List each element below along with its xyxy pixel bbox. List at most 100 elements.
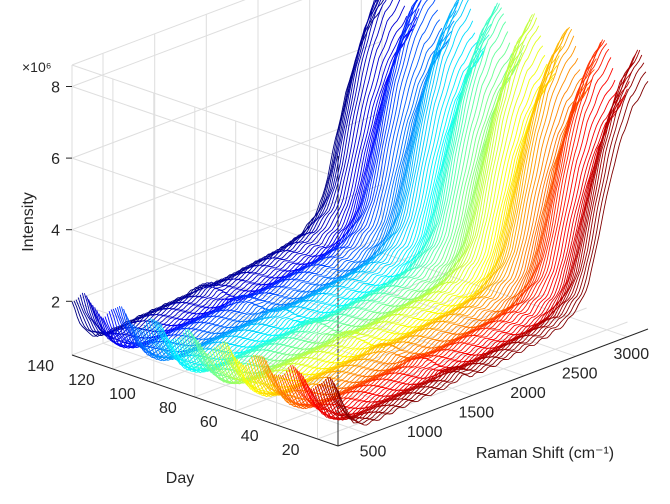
- spectrum-line: [187, 2, 498, 371]
- spectrum-line: [288, 48, 599, 407]
- spectrum-line: [267, 57, 579, 403]
- spectrum-line: [162, 20, 474, 366]
- x-tick-label: 1000: [407, 424, 443, 441]
- spectrum-line: [277, 87, 589, 409]
- spectrum-line: [310, 100, 622, 420]
- z-tick-label: 4: [51, 223, 60, 240]
- y-axis-label: Day: [166, 470, 194, 487]
- spectrum-line: [131, 27, 443, 357]
- gridline-floor-x: [361, 245, 628, 338]
- spectrum-line: [189, 3, 500, 373]
- spectrum-line: [306, 90, 618, 419]
- spectrum-line: [302, 68, 614, 414]
- spectrum-line: [230, 35, 542, 389]
- spectrum-line: [290, 42, 602, 407]
- y-tick-label: 40: [241, 428, 259, 445]
- spectrum-line: [197, 31, 509, 378]
- spectrum-line: [300, 57, 612, 412]
- spectrum-line: [83, 0, 379, 336]
- spectra-series: [71, 0, 649, 426]
- spectrum-line: [248, 55, 560, 396]
- wall-edge: [71, 64, 339, 157]
- spectrum-line: [164, 32, 476, 369]
- spectrum-line: [327, 49, 639, 419]
- y-tick-label: 140: [27, 358, 54, 375]
- z-tick-label: 8: [51, 80, 60, 97]
- spectrum-line: [335, 71, 647, 425]
- gridline-floor-x: [102, 342, 370, 435]
- spectrum-line: [224, 13, 536, 384]
- spectrum-line: [292, 39, 604, 408]
- wall-edge: [71, 0, 246, 66]
- x-axis-label: Raman Shift (cm⁻¹): [476, 445, 614, 462]
- spectrum-line: [170, 50, 482, 372]
- spectrum-line: [92, 0, 401, 342]
- spectrum-line: [329, 49, 641, 420]
- spectrum-line: [118, 0, 419, 348]
- spectrum-line: [209, 59, 521, 385]
- spectrum-line: [193, 13, 505, 375]
- spectrum-line: [337, 81, 649, 426]
- spectrum-line: [222, 14, 533, 384]
- spectrum-line: [98, 24, 410, 348]
- spectrum-line: [149, 0, 460, 360]
- spectrum-line: [166, 42, 478, 370]
- spectrum-line: [133, 34, 445, 358]
- x-tick-label: 2500: [562, 365, 598, 382]
- gridline-back-z: [71, 40, 383, 159]
- spectrum-line: [220, 19, 531, 384]
- spectrum-line: [156, 0, 464, 361]
- spectrum-line: [151, 0, 458, 360]
- spectrum-line: [114, 0, 417, 348]
- spectrum-line: [298, 48, 610, 411]
- spectrum-line: [201, 53, 513, 382]
- z-axis-label: Intensity: [20, 192, 37, 252]
- spectrum-line: [184, 6, 496, 371]
- gridline-back-z: [71, 112, 383, 231]
- spectrum-line: [129, 19, 441, 356]
- gridline-back-z: [71, 183, 383, 302]
- y-tick-label: 20: [282, 442, 300, 459]
- y-tick-label: 80: [159, 400, 177, 417]
- z-tick-label: 6: [51, 151, 60, 168]
- z-exponent-label: ×10⁶: [22, 59, 52, 75]
- spectrum-line: [333, 62, 645, 423]
- gridline-side-z: [71, 229, 339, 322]
- spectrum-line: [143, 20, 455, 360]
- spectrum-line: [263, 35, 575, 398]
- x-tick-label: 500: [360, 443, 387, 460]
- tick-labels: 500 1000 1500 2000 2500 3000 20 40 60 80 100 120 140…: [27, 80, 649, 461]
- spectrum-line: [228, 25, 540, 387]
- spectrum-line: [294, 40, 606, 409]
- spectrum-line: [211, 52, 523, 384]
- y-tick-label: 60: [200, 414, 218, 431]
- spectrum-line: [174, 48, 486, 373]
- spectrum-line: [226, 17, 538, 385]
- y-axis-line: [71, 354, 339, 447]
- x-tick-label: 3000: [614, 346, 650, 363]
- spectrum-line: [191, 7, 502, 374]
- spectrum-line: [94, 5, 406, 343]
- spectrum-line: [331, 54, 643, 422]
- spectrum-line: [269, 69, 581, 404]
- spectrum-line: [236, 63, 548, 393]
- x-tick-label: 2000: [510, 385, 546, 402]
- spectrum-line: [304, 79, 616, 416]
- z-tick-label: 2: [51, 294, 60, 311]
- gridline-back-z: [71, 0, 303, 87]
- spectrum-line: [238, 71, 550, 395]
- y-tick-label: 120: [68, 372, 95, 389]
- spectrum-line: [88, 0, 387, 339]
- spectrum-line: [314, 94, 626, 420]
- spectrum-line: [147, 1, 459, 359]
- gridline-side-z: [71, 86, 339, 178]
- y-tick-label: 100: [109, 386, 136, 403]
- spectrum-line: [158, 0, 469, 362]
- spectrum-line: [96, 16, 408, 346]
- spectrum-line: [85, 0, 382, 338]
- spectrum-line: [125, 0, 436, 353]
- spectrum-line: [123, 0, 428, 351]
- spectrum-line: [172, 50, 484, 372]
- spectrum-line: [81, 0, 377, 335]
